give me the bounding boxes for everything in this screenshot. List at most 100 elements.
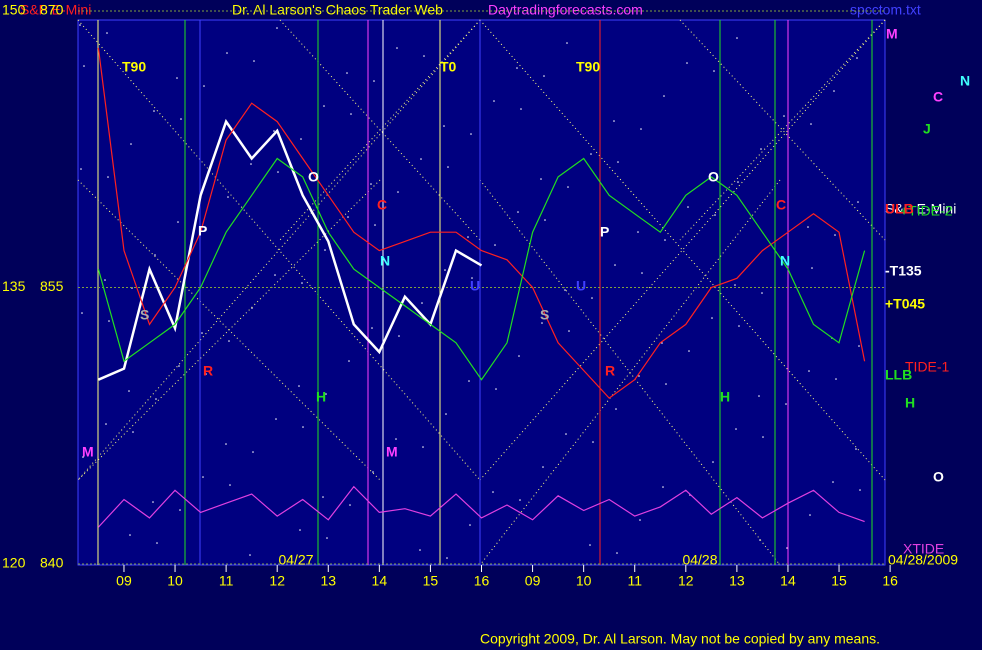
annotation: C xyxy=(377,197,387,213)
star-dot xyxy=(637,231,639,233)
star-dot xyxy=(470,133,472,135)
annotation: C xyxy=(776,197,786,213)
star-dot xyxy=(519,499,521,501)
star-dot xyxy=(128,390,130,392)
star-dot xyxy=(273,130,275,132)
diagonal xyxy=(77,179,381,481)
y2-tick-label: 120 xyxy=(2,555,26,571)
annotation: P xyxy=(198,223,207,239)
annotation: -T135 xyxy=(885,263,922,279)
star-dot xyxy=(83,65,85,67)
star-dot xyxy=(762,436,764,438)
star-dot xyxy=(639,519,641,521)
annotation: ULB xyxy=(885,201,914,217)
annotation: J xyxy=(923,121,931,137)
star-dot xyxy=(492,491,494,493)
star-dot xyxy=(156,542,158,544)
chart-title: Dr. Al Larson's Chaos Trader Web xyxy=(232,2,443,18)
x-tick-label: 15 xyxy=(831,573,847,589)
annotation: U xyxy=(576,278,586,294)
y-tick-label: 870 xyxy=(40,2,64,18)
annotation: N xyxy=(380,253,390,269)
star-dot xyxy=(276,27,278,29)
star-dot xyxy=(226,52,228,54)
series-line xyxy=(97,157,866,381)
star-dot xyxy=(177,221,179,223)
star-dot xyxy=(373,80,375,82)
x-tick-label: 13 xyxy=(320,573,336,589)
star-dot xyxy=(662,486,664,488)
star-dot xyxy=(228,340,230,342)
x-tick-label: 11 xyxy=(219,573,234,589)
legend-label: +TIDE-2 xyxy=(900,203,953,219)
star-dot xyxy=(541,322,543,324)
star-dot xyxy=(613,120,615,122)
annotation: U xyxy=(470,278,480,294)
x-tick-label: 12 xyxy=(678,573,694,589)
annotation: T90 xyxy=(122,59,146,75)
y2-tick-label: 150 xyxy=(2,2,26,18)
star-dot xyxy=(444,269,446,271)
star-dot xyxy=(564,289,566,291)
star-dot xyxy=(348,360,350,362)
star-dot xyxy=(858,345,860,347)
annotation: LLB xyxy=(885,367,912,383)
star-dot xyxy=(784,259,786,261)
star-dot xyxy=(544,219,546,221)
star-dot xyxy=(589,544,591,546)
star-dot xyxy=(540,178,542,180)
star-dot xyxy=(322,496,324,498)
star-dot xyxy=(129,534,131,536)
star-dot xyxy=(105,423,107,425)
star-dot xyxy=(324,249,326,251)
copyright: Copyright 2009, Dr. Al Larson. May not b… xyxy=(480,631,880,647)
star-dot xyxy=(808,370,810,372)
star-dot xyxy=(80,168,82,170)
star-dot xyxy=(737,181,739,183)
legend-label: XTIDE xyxy=(903,541,944,557)
star-dot xyxy=(494,244,496,246)
star-dot xyxy=(471,277,473,279)
star-dot xyxy=(664,239,666,241)
star-dot xyxy=(810,123,812,125)
annotation: T90 xyxy=(576,59,600,75)
star-dot xyxy=(786,547,788,549)
star-dot xyxy=(614,264,616,266)
star-dot xyxy=(543,75,545,77)
star-dot xyxy=(204,229,206,231)
star-dot xyxy=(713,70,715,72)
annotation: S xyxy=(140,307,149,323)
star-dot xyxy=(346,72,348,74)
star-dot xyxy=(446,557,448,559)
x-tick-label: 14 xyxy=(372,573,388,589)
x-tick-label: 16 xyxy=(474,573,490,589)
annotation: S xyxy=(540,307,549,323)
x-tick-label: 10 xyxy=(576,573,592,589)
star-dot xyxy=(275,418,277,420)
star-dot xyxy=(202,476,204,478)
star-dot xyxy=(856,57,858,59)
file-name: spcctom.txt xyxy=(850,2,921,18)
star-dot xyxy=(516,67,518,69)
annotation: +T045 xyxy=(885,296,925,312)
star-dot xyxy=(834,234,836,236)
star-dot xyxy=(738,325,740,327)
star-dot xyxy=(154,254,156,256)
star-dot xyxy=(82,456,84,458)
star-dot xyxy=(640,128,642,130)
series-line xyxy=(97,485,865,528)
x-tick-label: 15 xyxy=(423,573,439,589)
star-dot xyxy=(132,431,134,433)
date-label: 04/28 xyxy=(682,552,717,568)
series-line xyxy=(97,118,483,381)
star-dot xyxy=(663,95,665,97)
legend-label: TIDE-1 xyxy=(905,359,950,375)
star-dot xyxy=(398,335,400,337)
star-dot xyxy=(567,186,569,188)
x-tick-label: 11 xyxy=(627,573,642,589)
star-dot xyxy=(714,214,716,216)
plot-area xyxy=(77,19,886,566)
star-dot xyxy=(832,481,834,483)
star-dot xyxy=(252,451,254,453)
